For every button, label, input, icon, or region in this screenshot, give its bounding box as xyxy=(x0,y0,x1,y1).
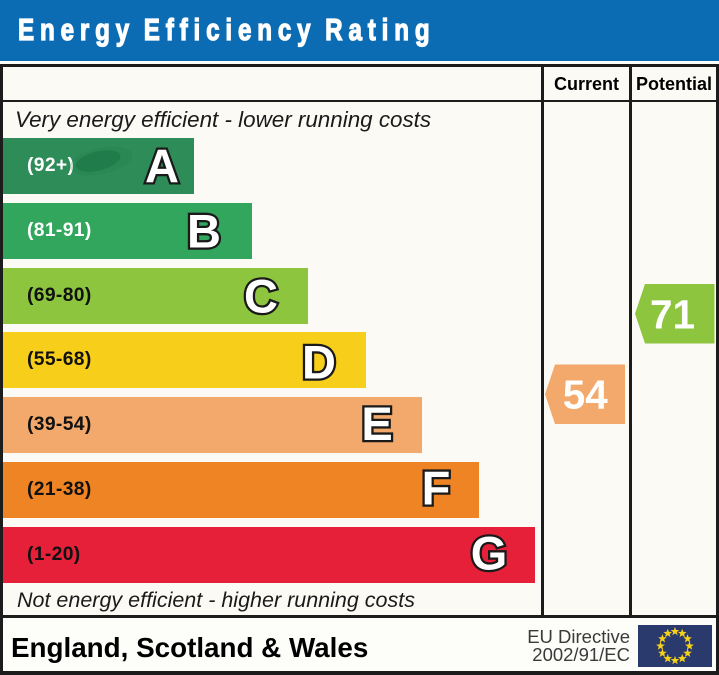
svg-text:A: A xyxy=(145,140,179,193)
svg-text:E: E xyxy=(361,397,392,450)
svg-text:D: D xyxy=(302,336,336,389)
svg-text:B: B xyxy=(187,204,221,257)
svg-text:54: 54 xyxy=(563,371,609,417)
svg-text:G: G xyxy=(471,527,508,580)
svg-text:C: C xyxy=(244,270,278,323)
svg-text:F: F xyxy=(422,462,451,515)
svg-text:71: 71 xyxy=(650,291,695,337)
